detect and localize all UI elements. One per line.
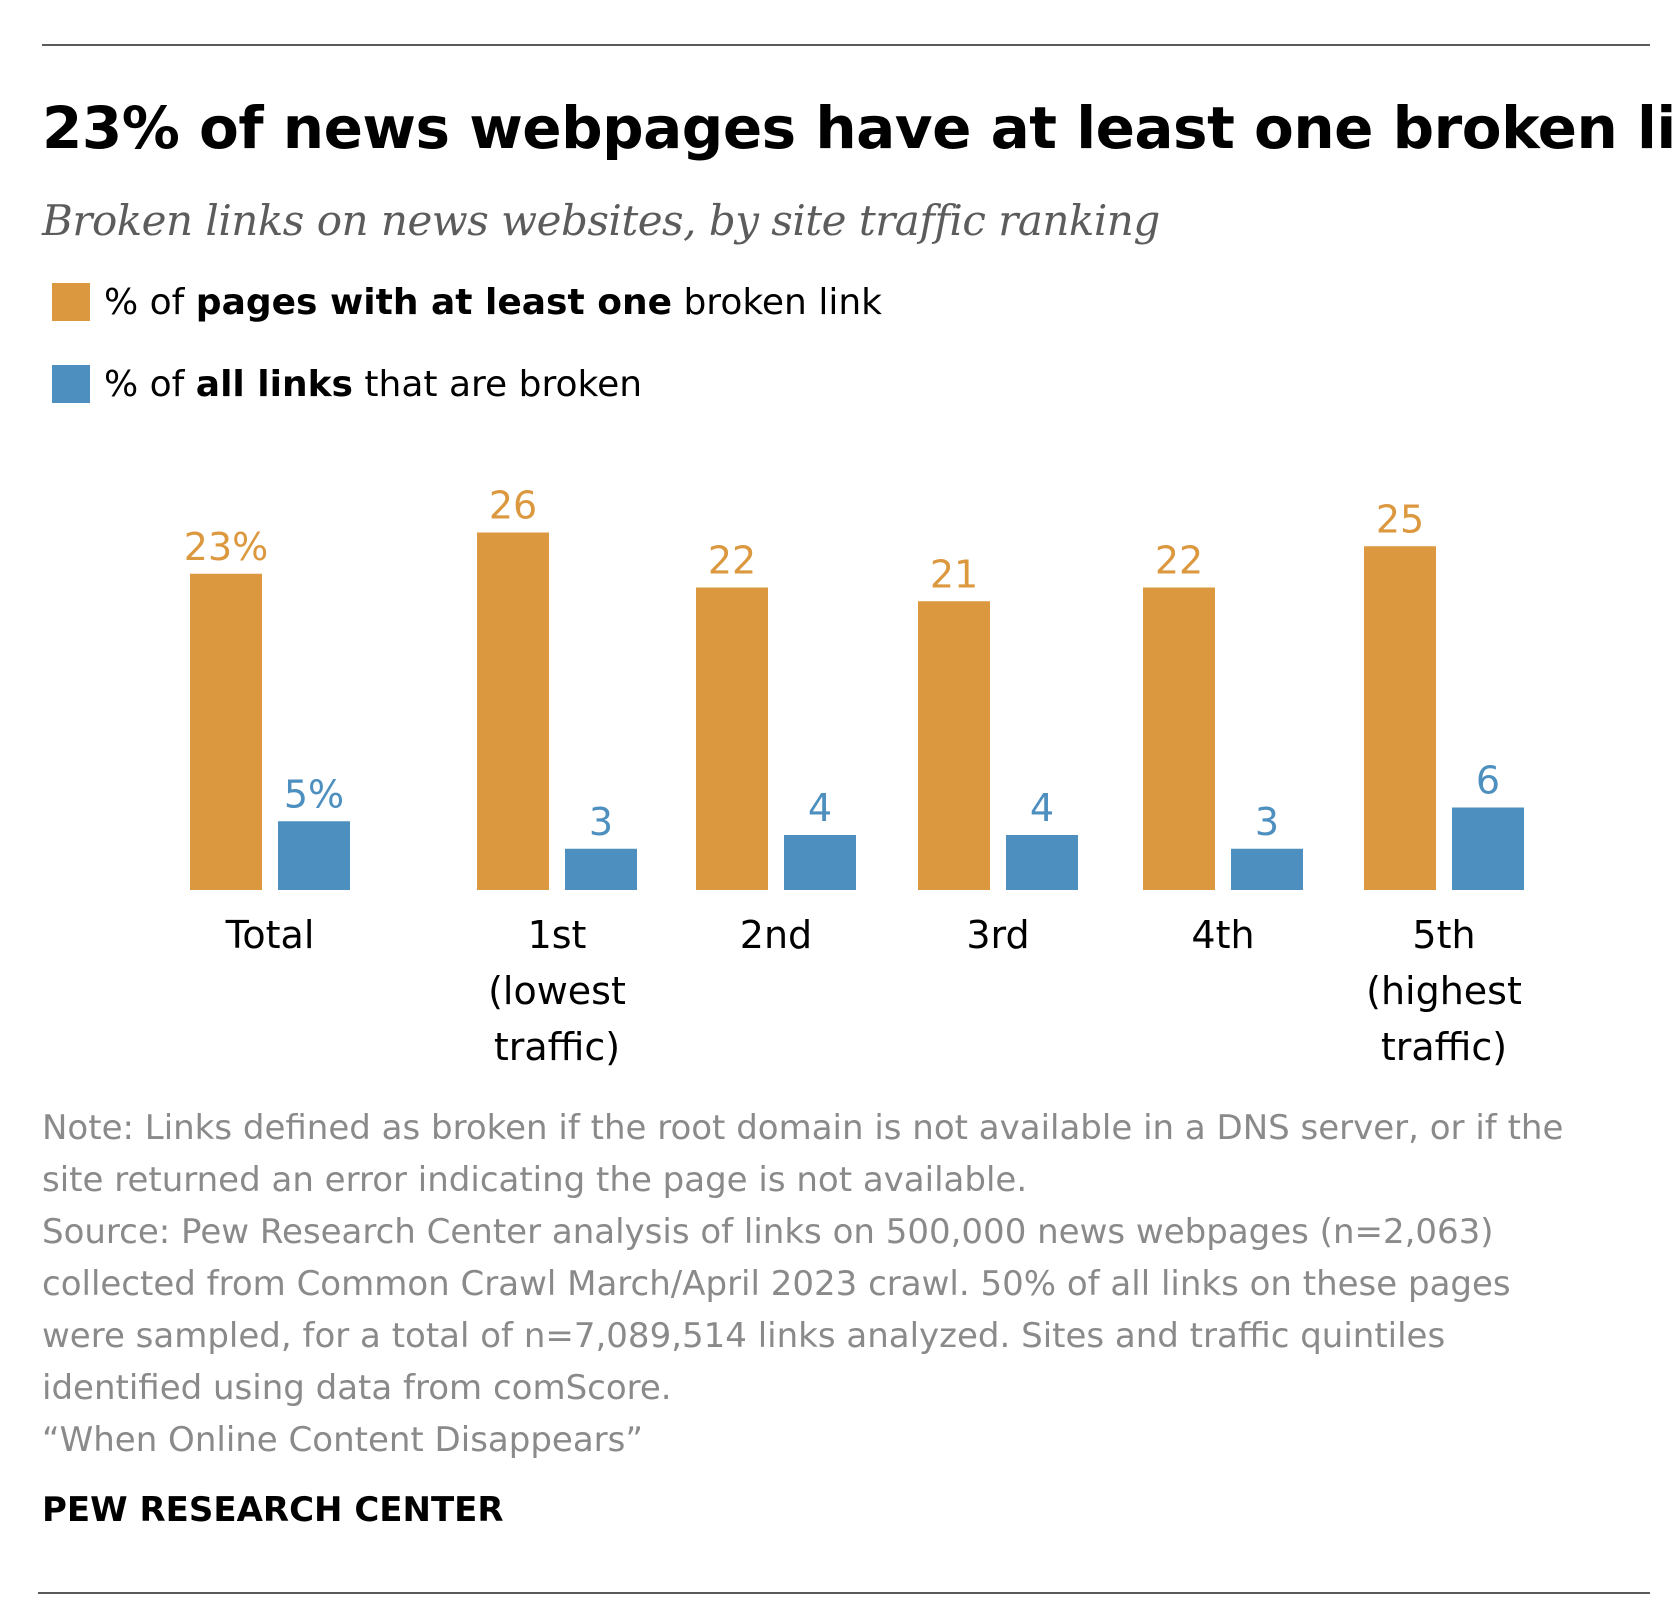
bar-pages-broken (1364, 546, 1436, 890)
category-label: 4th (1191, 913, 1254, 957)
category-label: 2nd (740, 913, 812, 957)
notes-block: Note: Links defined as broken if the roo… (42, 1102, 1642, 1466)
bar-links-broken (784, 835, 856, 890)
bottom-rule (38, 1592, 1650, 1594)
data-label-links: 6 (1476, 759, 1500, 803)
data-label-pages: 23% (184, 525, 268, 569)
data-label-pages: 22 (1155, 539, 1203, 583)
data-label-links: 3 (589, 800, 613, 844)
category-label: 1st (528, 913, 587, 957)
category-label: (lowest (488, 969, 626, 1013)
source-line: Source: Pew Research Center analysis of … (42, 1212, 1494, 1252)
chart-title: 23% of news webpages have at least one b… (42, 94, 1678, 162)
category-label: traffic) (494, 1025, 620, 1069)
category-label: 5th (1412, 913, 1475, 957)
chart-subtitle: Broken links on news websites, by site t… (42, 196, 1160, 245)
bar-pages-broken (918, 601, 990, 890)
legend-item-links: % of all links that are broken (52, 363, 643, 405)
brand-logo-text: PEW RESEARCH CENTER (42, 1490, 504, 1530)
category-label: traffic) (1381, 1025, 1507, 1069)
bar-links-broken (1006, 835, 1078, 890)
legend-label-links: % of all links that are broken (104, 363, 643, 405)
note-line: site returned an error indicating the pa… (42, 1160, 1028, 1200)
bar-pages-broken (696, 587, 768, 890)
data-label-pages: 26 (489, 484, 537, 528)
note-line: Note: Links defined as broken if the roo… (42, 1108, 1564, 1148)
bar-pages-broken (477, 532, 549, 890)
legend-item-pages: % of pages with at least one broken link (52, 281, 882, 323)
bar-pages-broken (1143, 587, 1215, 890)
source-line: were sampled, for a total of n=7,089,514… (42, 1316, 1446, 1356)
report-title-line: “When Online Content Disappears” (42, 1420, 643, 1460)
bar-links-broken (1231, 848, 1303, 890)
data-label-links: 4 (1030, 786, 1054, 830)
top-rule (42, 44, 1650, 46)
bar-links-broken (1452, 807, 1524, 890)
data-label-pages: 22 (708, 539, 756, 583)
bar-links-broken (278, 821, 350, 890)
category-label: Total (225, 913, 315, 957)
source-line: identified using data from comScore. (42, 1368, 672, 1408)
bar-pages-broken (190, 573, 262, 890)
legend-swatch-pages (52, 283, 90, 321)
data-label-links: 5% (284, 772, 344, 816)
bar-chart: 23% 5% Total 26 3 1st (lowest traffic) 22 4 2nd 21 4… (184, 484, 1524, 1069)
data-label-links: 3 (1255, 800, 1279, 844)
bar-links-broken (565, 848, 637, 890)
data-label-links: 4 (808, 786, 832, 830)
category-label: 3rd (966, 913, 1029, 957)
legend-label-pages: % of pages with at least one broken link (104, 281, 882, 323)
legend-swatch-links (52, 365, 90, 403)
source-line: collected from Common Crawl March/April … (42, 1264, 1511, 1304)
data-label-pages: 21 (930, 552, 978, 596)
data-label-pages: 25 (1376, 497, 1424, 541)
category-label: (highest (1366, 969, 1522, 1013)
